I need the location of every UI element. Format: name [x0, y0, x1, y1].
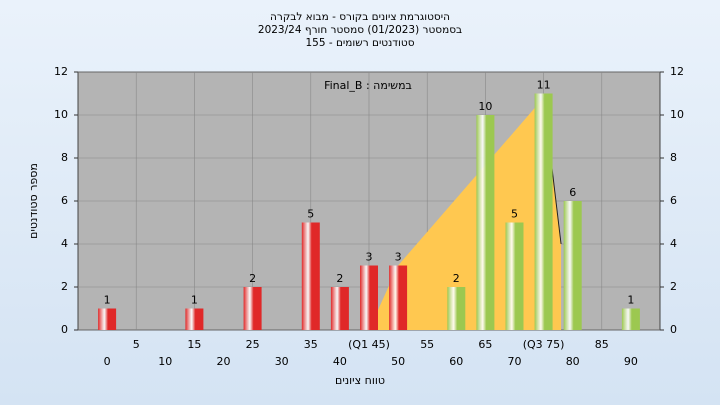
- y-tick-label: 10: [54, 108, 68, 121]
- data-label: 10: [478, 100, 492, 113]
- bar: [185, 308, 204, 330]
- x-tick-label: 40: [333, 355, 347, 368]
- data-label: 6: [569, 186, 576, 199]
- y-tick-label: 2: [61, 280, 68, 293]
- x-tick-label: 70: [508, 355, 522, 368]
- bar: [476, 115, 495, 330]
- bar: [243, 287, 262, 330]
- data-label: 1: [627, 294, 634, 307]
- x-tick-label: 55: [420, 338, 434, 351]
- x-tick-label: 35: [304, 338, 318, 351]
- x-tick-label: 60: [449, 355, 463, 368]
- x-tick-label: 85: [595, 338, 609, 351]
- x-tick-label: 80: [566, 355, 580, 368]
- y-tick-label: 8: [61, 151, 68, 164]
- y2-tick-label: 0: [670, 323, 677, 336]
- data-label: 11: [537, 79, 551, 92]
- bar: [534, 93, 553, 330]
- data-label: 5: [511, 208, 518, 221]
- x-tick-label: 5: [133, 338, 140, 351]
- y2-tick-label: 12: [670, 65, 684, 78]
- y-axis-label: מספר סטודנטים: [27, 163, 40, 239]
- bar: [360, 265, 378, 330]
- data-label: 1: [191, 294, 198, 307]
- data-label: 3: [366, 251, 373, 264]
- bar: [330, 287, 349, 330]
- title-line: בסמסטר (01/2023) סמסטר חורף 2023/24: [258, 24, 462, 36]
- data-label: 2: [249, 272, 256, 285]
- data-label: 1: [104, 294, 111, 307]
- data-label: 5: [307, 208, 314, 221]
- data-label: 3: [395, 251, 402, 264]
- x-tick-label: 30: [275, 355, 289, 368]
- data-label: 2: [453, 272, 460, 285]
- y2-tick-label: 10: [670, 108, 684, 121]
- title-line: היסטוגרמת ציונים בקורס - מבוא לבקרה: [270, 11, 450, 23]
- x-tick-label: 0: [104, 355, 111, 368]
- bar: [621, 308, 640, 330]
- bar: [447, 287, 466, 330]
- data-label: 2: [336, 272, 343, 285]
- bar: [563, 201, 582, 330]
- annotation: Final_B : במשימה: [324, 79, 412, 92]
- x-axis-label: טווח ציונים: [335, 374, 385, 387]
- x-tick-label: (Q1 45): [348, 338, 390, 351]
- x-tick-label: 65: [478, 338, 492, 351]
- bar: [505, 222, 524, 330]
- y2-tick-label: 4: [670, 237, 677, 250]
- x-tick-label: 15: [187, 338, 201, 351]
- x-tick-label: 50: [391, 355, 405, 368]
- y-tick-label: 4: [61, 237, 68, 250]
- y-tick-label: 12: [54, 65, 68, 78]
- y-tick-label: 6: [61, 194, 68, 207]
- y2-tick-label: 8: [670, 151, 677, 164]
- bar: [301, 222, 320, 330]
- y2-tick-label: 2: [670, 280, 677, 293]
- x-tick-label: 25: [246, 338, 260, 351]
- y2-tick-label: 6: [670, 194, 677, 207]
- bar: [389, 265, 408, 330]
- bar: [98, 308, 117, 330]
- x-tick-label: (Q3 75): [523, 338, 565, 351]
- x-tick-label: 90: [624, 355, 638, 368]
- x-tick-label: 10: [158, 355, 172, 368]
- title-line: סטודנטים רשומים - 155: [305, 37, 414, 49]
- x-tick-label: 20: [217, 355, 231, 368]
- y-tick-label: 0: [61, 323, 68, 336]
